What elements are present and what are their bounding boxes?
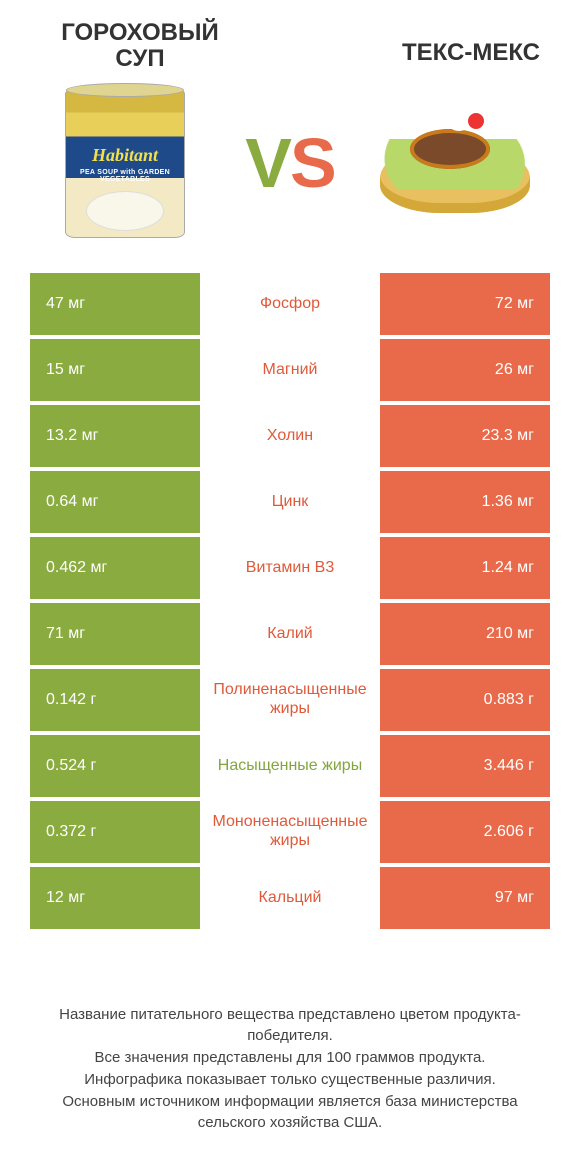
right-value: 2.606 г	[380, 801, 550, 863]
footer-line: Все значения представлены для 100 граммо…	[30, 1047, 550, 1069]
table-row: 0.142 гПолиненасыщенные жиры0.883 г	[30, 669, 550, 731]
right-value: 23.3 мг	[380, 405, 550, 467]
table-row: 0.64 мгЦинк1.36 мг	[30, 471, 550, 533]
nutrient-table: 47 мгФосфор72 мг15 мгМагний26 мг13.2 мгХ…	[0, 273, 580, 929]
table-row: 12 мгКальций97 мг	[30, 867, 550, 929]
left-value: 0.64 мг	[30, 471, 200, 533]
left-product-title: ГОРОХОВЫЙ СУП	[40, 20, 240, 73]
table-row: 13.2 мгХолин23.3 мг	[30, 405, 550, 467]
can-desc-label: PEA SOUP with GARDEN VEGETABLES	[72, 169, 178, 183]
left-value: 47 мг	[30, 273, 200, 335]
right-product-title: ТЕКС-МЕКС	[340, 40, 540, 66]
nutrient-label: Магний	[200, 339, 380, 401]
right-value: 26 мг	[380, 339, 550, 401]
table-row: 71 мгКалий210 мг	[30, 603, 550, 665]
left-value: 71 мг	[30, 603, 200, 665]
nutrient-label: Цинк	[200, 471, 380, 533]
footer-line: Название питательного вещества представл…	[30, 1004, 550, 1048]
left-value: 0.524 г	[30, 735, 200, 797]
nutrient-label: Холин	[200, 405, 380, 467]
right-value: 1.36 мг	[380, 471, 550, 533]
footer-line: Инфографика показывает только существенн…	[30, 1069, 550, 1091]
soup-can-icon: Habitant PEA SOUP with GARDEN VEGETABLES	[65, 88, 185, 238]
header: ГОРОХОВЫЙ СУП ТЕКС-МЕКС	[0, 0, 580, 83]
footer: Название питательного вещества представл…	[30, 1004, 550, 1135]
images-row: Habitant PEA SOUP with GARDEN VEGETABLES…	[0, 83, 580, 273]
nutrient-label: Витамин B3	[200, 537, 380, 599]
right-value: 3.446 г	[380, 735, 550, 797]
nutrient-label: Полиненасыщенные жиры	[200, 669, 380, 731]
right-value: 97 мг	[380, 867, 550, 929]
vs-label: VS	[245, 123, 334, 203]
can-brand-label: Habitant	[72, 145, 178, 166]
left-product-image: Habitant PEA SOUP with GARDEN VEGETABLES	[40, 78, 210, 248]
left-value: 0.142 г	[30, 669, 200, 731]
left-value: 12 мг	[30, 867, 200, 929]
nutrient-label: Кальций	[200, 867, 380, 929]
footer-line: Основным источником информации является …	[30, 1091, 550, 1135]
nutrient-label: Калий	[200, 603, 380, 665]
right-product-image	[370, 78, 540, 248]
right-value: 0.883 г	[380, 669, 550, 731]
left-value: 13.2 мг	[30, 405, 200, 467]
table-row: 15 мгМагний26 мг	[30, 339, 550, 401]
table-row: 47 мгФосфор72 мг	[30, 273, 550, 335]
left-value: 0.372 г	[30, 801, 200, 863]
left-value: 15 мг	[30, 339, 200, 401]
right-value: 72 мг	[380, 273, 550, 335]
table-row: 0.462 мгВитамин B31.24 мг	[30, 537, 550, 599]
nutrient-label: Мононенасыщенные жиры	[200, 801, 380, 863]
left-value: 0.462 мг	[30, 537, 200, 599]
taco-icon	[370, 103, 540, 223]
right-value: 210 мг	[380, 603, 550, 665]
table-row: 0.372 гМононенасыщенные жиры2.606 г	[30, 801, 550, 863]
table-row: 0.524 гНасыщенные жиры3.446 г	[30, 735, 550, 797]
right-value: 1.24 мг	[380, 537, 550, 599]
can-bowl-icon	[86, 191, 164, 231]
nutrient-label: Фосфор	[200, 273, 380, 335]
nutrient-label: Насыщенные жиры	[200, 735, 380, 797]
